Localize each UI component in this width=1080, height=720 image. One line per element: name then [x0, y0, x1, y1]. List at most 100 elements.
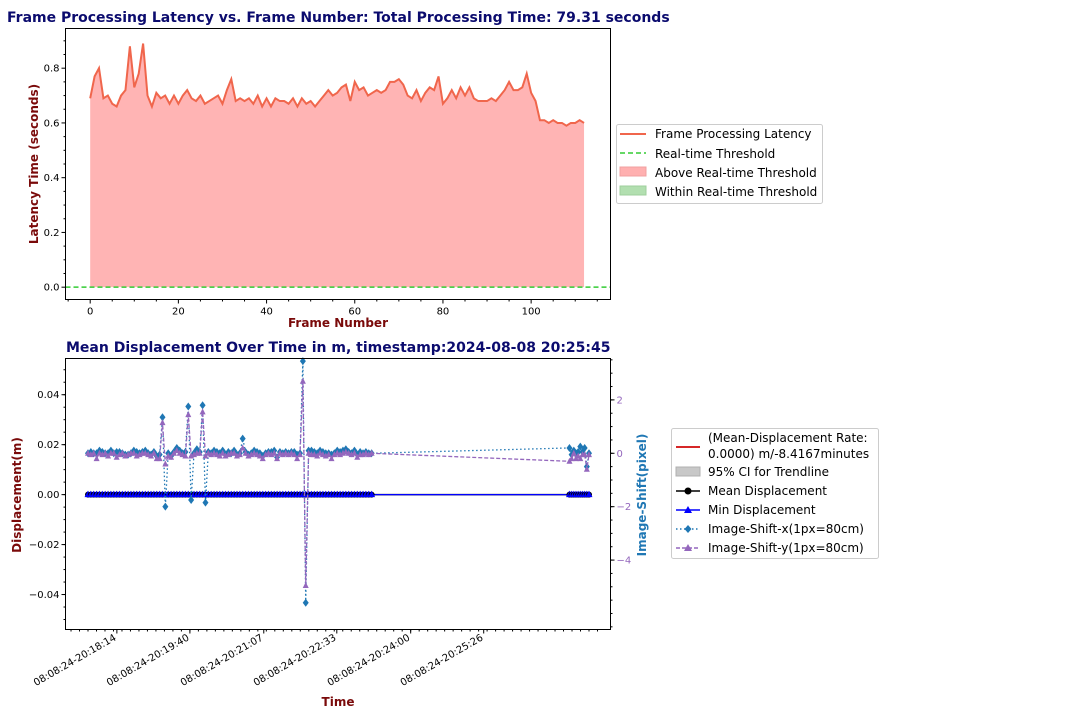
latency-x-ticks: 0 20 40 60 80 100: [67, 299, 598, 318]
legend-shift-y-marker: [684, 544, 692, 551]
image-shift-y-point: [93, 455, 100, 462]
image-shift-y-point: [156, 455, 163, 462]
image-shift-y-point: [170, 449, 177, 456]
image-shift-x-point: [575, 447, 582, 456]
right-y-tick-label: −4: [617, 556, 632, 567]
right-y-tick-label: −2: [617, 502, 632, 513]
displacement-y-axis-label: Displacement(m): [10, 437, 24, 553]
latency-series-line: [89, 43, 585, 127]
image-shift-y-point: [291, 451, 298, 458]
image-shift-y-point: [239, 444, 246, 451]
legend-entry-threshold: Real-time Threshold: [655, 147, 775, 161]
image-shift-y-point: [351, 449, 358, 456]
y-tick-label: 0.04: [37, 390, 59, 401]
image-shift-axis-label: Image-Shift(pixel): [635, 434, 649, 557]
displacement-legend-box: [671, 428, 879, 559]
image-shift-y-point: [105, 452, 112, 459]
displacement-plot-frame: [65, 358, 611, 630]
image-shift-y-point: [256, 452, 263, 459]
image-shift-y-point: [185, 411, 192, 418]
legend-entry-shift-y: Image-Shift-y(1px=80cm): [708, 541, 864, 555]
displacement-y-ticks: −0.04 −0.02 0.00 0.02 0.04: [29, 369, 66, 621]
displacement-x-ticks: 08:08:24-20:18:1408:08:24-20:19:4008:08:…: [32, 629, 598, 689]
x-tick-label: 100: [522, 307, 541, 318]
image-shift-x-point: [159, 413, 166, 422]
image-shift-y-point: [216, 452, 223, 459]
right-y-tick-label: 2: [617, 395, 623, 406]
legend-min-marker: [684, 506, 692, 513]
image-shift-x-point: [188, 496, 195, 505]
x-tick-label: 60: [348, 307, 361, 318]
latency-legend: Frame Processing Latency Real-time Thres…: [616, 124, 823, 204]
image-shift-y-point: [148, 452, 155, 459]
y-tick-label: −0.04: [29, 590, 60, 601]
latency-chart: Frame Processing Latency vs. Frame Numbe…: [7, 10, 823, 330]
image-shift-x-point: [239, 434, 246, 443]
image-shift-y-point: [150, 449, 157, 456]
legend-mean-marker: [684, 487, 692, 495]
image-shift-y-point: [259, 455, 266, 462]
image-shift-y-point: [325, 451, 332, 458]
image-shift-y-point: [196, 449, 203, 456]
image-shift-y-ticks: −4 −2 0 2: [610, 359, 632, 628]
image-shift-y-point: [354, 453, 361, 460]
latency-plot-area: [65, 43, 611, 288]
image-shift-y-point: [199, 408, 206, 415]
x-tick-label: 0: [87, 307, 93, 318]
image-shift-y-point: [274, 455, 281, 462]
image-shift-y-point: [90, 449, 97, 456]
image-shift-y-point: [328, 455, 335, 462]
y-tick-label: 0.00: [37, 490, 59, 501]
legend-entry-shift-x: Image-Shift-x(1px=80cm): [708, 522, 864, 536]
displacement-plot-area: [84, 357, 593, 607]
image-shift-y-point: [314, 452, 321, 459]
image-shift-y-point: [296, 451, 303, 458]
latency-x-axis-label: Frame Number: [288, 316, 388, 330]
image-shift-x-point: [577, 442, 584, 451]
image-shift-x-point: [199, 401, 206, 410]
y-tick-label: 0.6: [44, 118, 60, 129]
legend-entry-latency: Frame Processing Latency: [655, 127, 812, 141]
y-tick-label: 0.4: [44, 173, 60, 184]
image-shift-y-point: [202, 452, 209, 459]
above-threshold-area: [90, 43, 585, 288]
y-tick-label: −0.02: [29, 540, 60, 551]
legend-entry-above: Above Real-time Threshold: [655, 166, 817, 180]
displacement-chart-title: Mean Displacement Over Time in m, timest…: [66, 340, 611, 356]
displacement-x-axis-label: Time: [322, 695, 355, 709]
image-shift-x-point: [299, 357, 306, 366]
image-shift-y-point: [113, 453, 120, 460]
min-displacement-point: [585, 490, 593, 498]
x-tick-label: 08:08:24-20:25:26: [399, 633, 485, 689]
image-shift-y-point: [231, 449, 238, 456]
legend-ci-swatch: [675, 466, 701, 477]
image-shift-y-point: [368, 449, 375, 456]
legend-trend-line-1: (Mean-Displacement Rate:: [708, 431, 868, 445]
y-tick-label: 0.8: [44, 64, 60, 75]
legend-entry-within: Within Real-time Threshold: [655, 185, 817, 199]
image-shift-y-point: [302, 581, 309, 588]
y-tick-label: 0.02: [37, 440, 59, 451]
right-y-tick-label: 0: [617, 449, 623, 460]
image-shift-y-point: [162, 460, 169, 467]
image-shift-y-point: [159, 419, 166, 426]
image-shift-y-point: [271, 449, 278, 456]
displacement-legend: (Mean-Displacement Rate: 0.0000) m/-8.41…: [671, 428, 879, 559]
image-shift-y-point: [119, 449, 126, 456]
image-shift-y-line: [87, 381, 590, 586]
image-shift-y-point: [570, 449, 577, 456]
min-displacement-point: [368, 490, 376, 498]
image-shift-y-point: [568, 455, 575, 462]
legend-entry-trend: (Mean-Displacement Rate: 0.0000) m/-8.41…: [708, 431, 871, 461]
x-tick-label: 80: [437, 307, 450, 318]
image-shift-y-point: [168, 453, 175, 460]
legend-entry-min: Min Displacement: [708, 503, 816, 517]
image-shift-y-point: [110, 449, 117, 456]
latency-y-axis-label: Latency Time (seconds): [27, 84, 41, 244]
legend-within-swatch: [619, 185, 647, 196]
image-shift-y-point: [586, 451, 592, 458]
x-tick-label: 40: [260, 307, 273, 318]
legend-entry-ci: 95% CI for Trendline: [708, 465, 829, 479]
legend-shift-x-marker: [684, 525, 692, 533]
